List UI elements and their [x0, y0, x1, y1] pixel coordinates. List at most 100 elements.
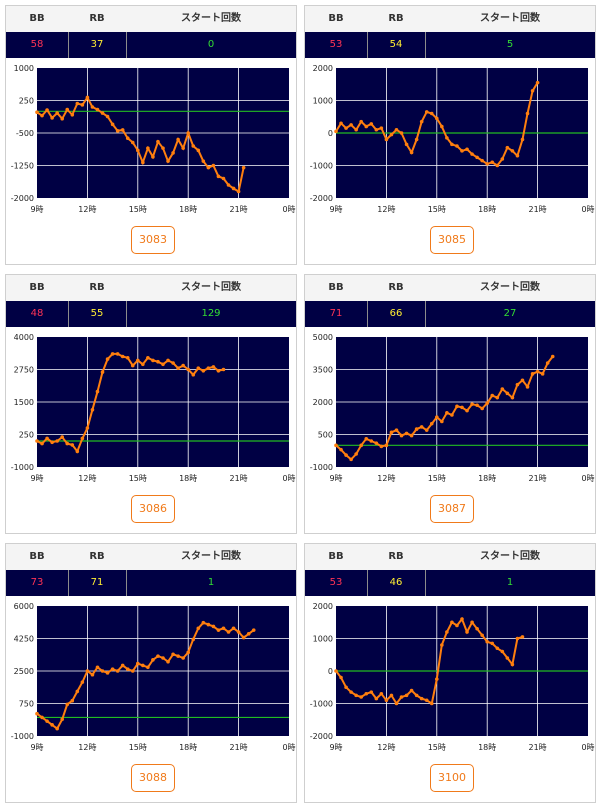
data-point: [100, 370, 105, 374]
column-divider: [126, 32, 127, 58]
y-tick-label: 250: [19, 431, 34, 440]
data-point: [520, 137, 525, 142]
data-point: [136, 661, 140, 666]
y-tick-label: 2000: [313, 398, 333, 407]
data-point: [409, 688, 414, 693]
y-tick-label: 4250: [14, 635, 34, 644]
column-divider: [68, 32, 69, 58]
data-point: [450, 142, 454, 147]
data-point: [344, 126, 348, 130]
data-point: [369, 122, 374, 126]
column-divider: [367, 301, 368, 327]
data-point: [384, 698, 389, 703]
rb-header: RB: [388, 13, 404, 24]
bb-header: BB: [328, 551, 344, 562]
data-point: [125, 356, 130, 360]
column-divider: [367, 32, 368, 58]
machine-number-button[interactable]: 3087: [430, 495, 474, 523]
y-tick-label: -1000: [11, 732, 34, 741]
x-tick-label: 21時: [529, 205, 547, 214]
data-point: [394, 701, 399, 706]
x-tick-label: 15時: [428, 205, 446, 214]
machine-number-button[interactable]: 3085: [430, 226, 474, 254]
data-point: [485, 401, 489, 405]
y-tick-label: -1250: [11, 162, 34, 171]
data-point: [221, 176, 226, 181]
machine-number-button[interactable]: 3100: [430, 764, 474, 792]
stats-header: BB RB スタート回数: [6, 6, 296, 32]
data-point: [379, 691, 384, 696]
data-point: [166, 659, 170, 664]
data-point: [545, 361, 550, 365]
y-tick-label: 250: [19, 97, 34, 106]
data-point: [500, 157, 505, 161]
data-point: [394, 127, 399, 132]
x-tick-label: 0時: [282, 743, 295, 752]
data-point: [35, 711, 39, 716]
data-point: [510, 149, 515, 153]
x-tick-label: 9時: [30, 743, 43, 752]
data-point: [251, 628, 256, 632]
start-count-header: スタート回数: [181, 551, 241, 562]
data-point: [440, 124, 444, 129]
rb-count: 46: [389, 577, 403, 588]
data-point: [201, 159, 206, 163]
x-tick-label: 0時: [581, 205, 594, 214]
data-point: [136, 148, 140, 153]
data-point: [485, 162, 489, 166]
data-point: [110, 122, 115, 127]
x-tick-label: 18時: [478, 205, 496, 214]
data-point: [505, 391, 510, 396]
data-point: [80, 680, 85, 684]
data-point: [550, 354, 555, 359]
data-point: [206, 622, 211, 627]
y-tick-label: 6000: [14, 602, 34, 611]
data-point: [455, 144, 459, 148]
data-point: [35, 110, 39, 114]
data-point: [241, 165, 246, 170]
machine-number-button[interactable]: 3086: [131, 495, 175, 523]
data-point: [206, 165, 211, 170]
data-point: [191, 637, 196, 642]
data-point: [191, 144, 196, 148]
machine-number-button[interactable]: 3088: [131, 764, 175, 792]
data-point: [440, 643, 444, 647]
bb-count: 53: [329, 577, 343, 588]
data-point: [460, 405, 464, 410]
data-point: [379, 126, 384, 130]
column-divider: [425, 32, 426, 58]
data-point: [530, 88, 535, 93]
y-tick-label: 2000: [313, 64, 333, 73]
data-point: [450, 413, 454, 417]
machine-panel: BB RB スタート回数 53 54 5 2000 1000 0 -1000 -2000 9時 12時 1…: [304, 5, 596, 265]
rb-header: RB: [89, 13, 105, 24]
data-point: [55, 111, 59, 115]
x-tick-label: 21時: [529, 474, 547, 483]
data-point: [55, 726, 59, 731]
data-point: [176, 366, 180, 370]
data-point: [349, 123, 353, 127]
machine-number-button[interactable]: 3083: [131, 226, 175, 254]
data-point: [389, 430, 394, 435]
data-point: [151, 155, 155, 159]
column-divider: [126, 301, 127, 327]
data-point: [176, 137, 180, 142]
data-point: [246, 632, 251, 636]
x-tick-label: 15時: [129, 474, 147, 483]
data-point: [236, 189, 241, 194]
data-point: [186, 367, 190, 372]
data-point: [60, 116, 64, 121]
data-point: [85, 95, 90, 100]
data-point: [216, 174, 221, 179]
data-point: [196, 366, 201, 370]
x-tick-label: 18時: [478, 474, 496, 483]
data-point: [120, 128, 125, 132]
x-tick-label: 18時: [179, 205, 197, 214]
data-point: [55, 439, 59, 443]
data-point: [505, 656, 510, 660]
data-point: [414, 693, 419, 698]
x-tick-label: 12時: [78, 743, 96, 752]
data-point: [414, 137, 419, 142]
x-tick-label: 9時: [329, 743, 342, 752]
y-tick-label: 4000: [14, 333, 34, 342]
